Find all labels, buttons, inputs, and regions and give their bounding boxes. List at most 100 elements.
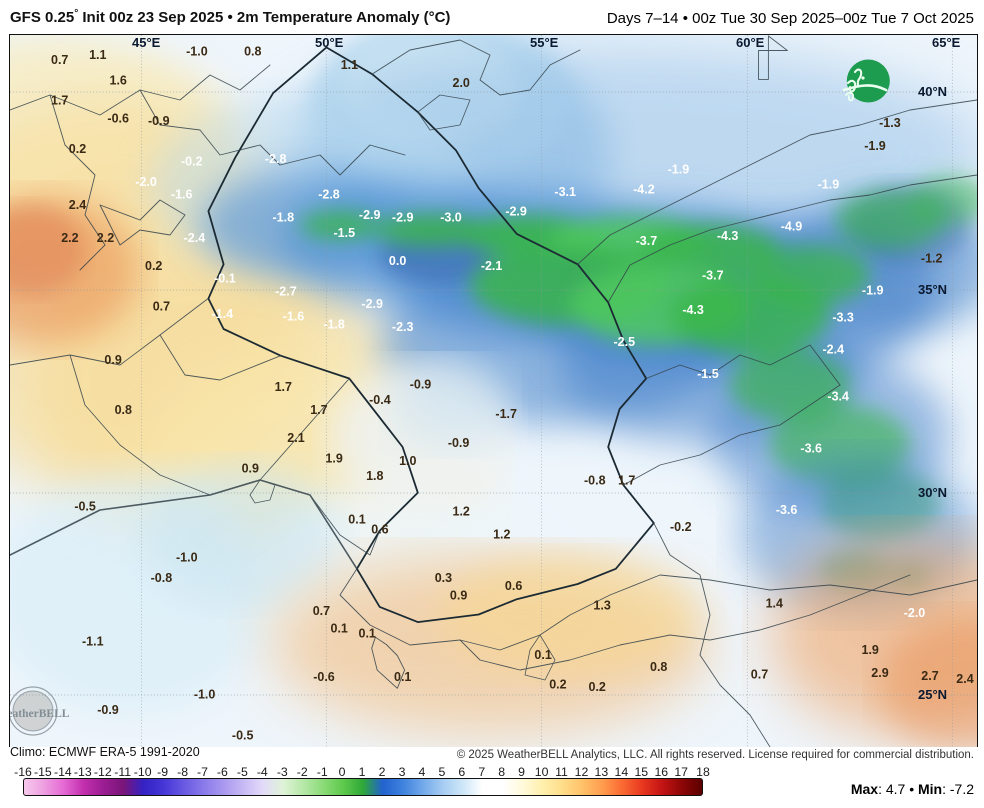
- svg-text:-3.6: -3.6: [776, 503, 798, 517]
- svg-text:2.4: 2.4: [956, 672, 973, 686]
- svg-text:2.2: 2.2: [96, 231, 113, 245]
- svg-text:0.1: 0.1: [534, 648, 551, 662]
- svg-text:2.9: 2.9: [871, 666, 888, 680]
- svg-text:0.0: 0.0: [389, 254, 406, 268]
- svg-text:1.7: 1.7: [274, 380, 291, 394]
- svg-text:14: 14: [614, 765, 628, 779]
- svg-text:12: 12: [574, 765, 588, 779]
- svg-text:2: 2: [378, 765, 385, 779]
- svg-text:-1.8: -1.8: [272, 211, 294, 225]
- svg-text:9: 9: [518, 765, 525, 779]
- svg-text:-0.8: -0.8: [150, 571, 172, 585]
- svg-text:-2.0: -2.0: [903, 606, 925, 620]
- svg-text:-4: -4: [257, 765, 268, 779]
- svg-text:0.7: 0.7: [312, 604, 329, 618]
- svg-text:-16: -16: [14, 765, 32, 779]
- svg-text:35°N: 35°N: [918, 282, 947, 297]
- svg-text:0.2: 0.2: [549, 677, 566, 691]
- svg-text:-2.4: -2.4: [183, 231, 205, 245]
- svg-text:0.8: 0.8: [114, 403, 131, 417]
- svg-text:-0.2: -0.2: [670, 520, 692, 534]
- svg-text:4: 4: [418, 765, 425, 779]
- svg-text:-1.9: -1.9: [864, 139, 886, 153]
- svg-text:30°N: 30°N: [918, 485, 947, 500]
- svg-text:0.9: 0.9: [104, 353, 121, 367]
- svg-text:-1: -1: [316, 765, 327, 779]
- svg-text:-1.9: -1.9: [862, 283, 884, 297]
- svg-text:0.3: 0.3: [434, 571, 451, 585]
- svg-text:-1.6: -1.6: [171, 188, 193, 202]
- svg-text:-0.9: -0.9: [448, 436, 470, 450]
- svg-text:1: 1: [358, 765, 365, 779]
- svg-text:-0.6: -0.6: [313, 670, 335, 684]
- svg-text:2.0: 2.0: [452, 76, 469, 90]
- svg-text:-0.5: -0.5: [74, 500, 96, 514]
- svg-text:-1.0: -1.0: [176, 551, 198, 565]
- svg-text:-2.3: -2.3: [392, 320, 414, 334]
- svg-text:-12: -12: [94, 765, 112, 779]
- svg-text:1.9: 1.9: [325, 451, 342, 465]
- svg-text:0.2: 0.2: [588, 680, 605, 694]
- svg-text:7: 7: [478, 765, 485, 779]
- svg-text:-1.2: -1.2: [921, 251, 943, 265]
- svg-text:11: 11: [555, 765, 568, 779]
- svg-text:0.6: 0.6: [371, 523, 388, 537]
- svg-text:2.4: 2.4: [68, 198, 85, 212]
- svg-text:13: 13: [594, 765, 608, 779]
- svg-text:-4.9: -4.9: [780, 219, 802, 233]
- svg-text:-2.5: -2.5: [613, 335, 635, 349]
- svg-text:6: 6: [458, 765, 465, 779]
- svg-text:-1.9: -1.9: [817, 178, 839, 192]
- svg-text:1.8: 1.8: [366, 469, 383, 483]
- svg-text:0.1: 0.1: [330, 622, 347, 636]
- svg-text:-2.9: -2.9: [392, 211, 414, 225]
- svg-text:55°E: 55°E: [530, 35, 559, 50]
- svg-text:0.7: 0.7: [51, 53, 68, 67]
- svg-text:10: 10: [534, 765, 548, 779]
- svg-text:2.1: 2.1: [287, 431, 304, 445]
- svg-text:-2.9: -2.9: [361, 297, 383, 311]
- svg-text:0.9: 0.9: [241, 462, 258, 476]
- svg-text:-1.6: -1.6: [282, 310, 304, 324]
- svg-text:-1.5: -1.5: [697, 367, 719, 381]
- svg-text:3: 3: [398, 765, 405, 779]
- svg-text:WeatherBELL: WeatherBELL: [10, 708, 70, 720]
- svg-text:-0.4: -0.4: [369, 393, 391, 407]
- svg-text:-9: -9: [157, 765, 168, 779]
- svg-text:25°N: 25°N: [918, 687, 947, 702]
- svg-text:-2.7: -2.7: [275, 284, 297, 298]
- svg-text:-13: -13: [74, 765, 92, 779]
- svg-text:1.2: 1.2: [452, 505, 469, 519]
- svg-text:-0.5: -0.5: [232, 728, 254, 742]
- svg-text:2.2: 2.2: [61, 231, 78, 245]
- svg-text:8: 8: [498, 765, 505, 779]
- svg-text:1.0: 1.0: [399, 454, 416, 468]
- svg-text:1.6: 1.6: [109, 73, 126, 87]
- svg-text:0.8: 0.8: [244, 44, 261, 58]
- svg-text:0.7: 0.7: [152, 300, 169, 314]
- svg-text:-2: -2: [296, 765, 307, 779]
- svg-text:-2.1: -2.1: [481, 259, 503, 273]
- svg-text:-1.8: -1.8: [323, 317, 345, 331]
- svg-text:-10: -10: [133, 765, 151, 779]
- svg-text:-0.2: -0.2: [181, 155, 203, 169]
- svg-text:0.2: 0.2: [145, 259, 162, 273]
- svg-text:0.9: 0.9: [450, 589, 467, 603]
- svg-text:5: 5: [438, 765, 445, 779]
- svg-text:65°E: 65°E: [932, 35, 961, 50]
- svg-text:-5: -5: [237, 765, 248, 779]
- svg-text:-0.9: -0.9: [148, 114, 170, 128]
- svg-text:-11: -11: [114, 765, 131, 779]
- svg-text:-2.8: -2.8: [265, 152, 287, 166]
- svg-text:1.2: 1.2: [493, 528, 510, 542]
- svg-text:1.1: 1.1: [89, 48, 106, 62]
- svg-text:-3.1: -3.1: [554, 185, 576, 199]
- svg-text:-0.9: -0.9: [97, 703, 119, 717]
- svg-text:-2.0: -2.0: [135, 175, 157, 189]
- svg-text:-3.6: -3.6: [800, 441, 822, 455]
- svg-text:-2.8: -2.8: [318, 188, 340, 202]
- svg-text:-15: -15: [34, 765, 52, 779]
- svg-text:-1.4: -1.4: [211, 307, 233, 321]
- svg-text:16: 16: [654, 765, 668, 779]
- svg-text:0.2: 0.2: [68, 142, 85, 156]
